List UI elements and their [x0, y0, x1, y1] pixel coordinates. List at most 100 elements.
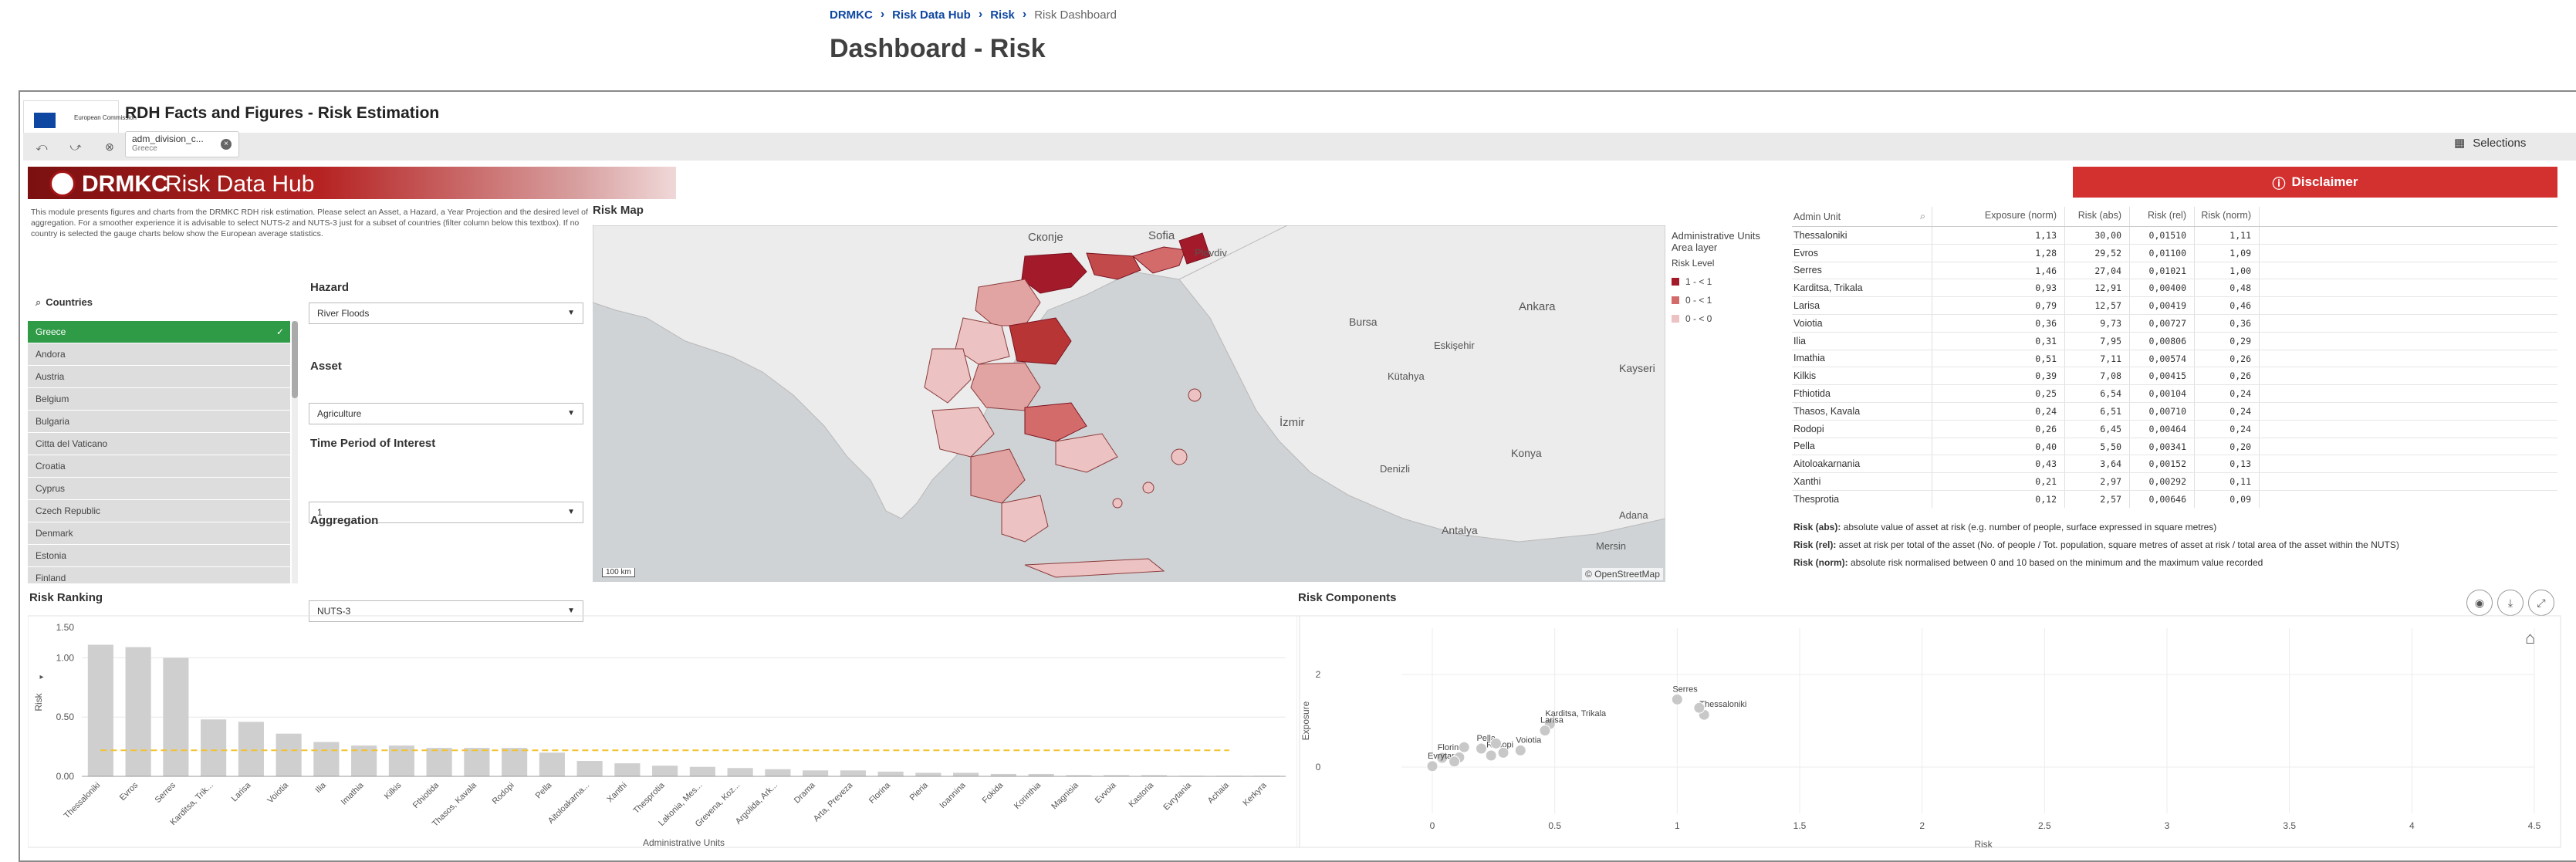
selection-chip[interactable]: adm_division_c... Greece — [125, 131, 239, 157]
table-cell: 0,00710 — [2130, 402, 2195, 420]
list-item[interactable]: Croatia — [28, 455, 290, 478]
breadcrumb-link-risk-data-hub[interactable]: Risk Data Hub — [892, 8, 971, 22]
table-row[interactable]: Rodopi 0,26 6,45 0,00464 0,24 — [1792, 420, 2557, 438]
y-axis-label: Risk — [33, 692, 44, 711]
breadcrumb-link-drmkc[interactable]: DRMKC — [830, 8, 873, 22]
hazard-select[interactable]: River Floods ▼ — [309, 303, 583, 324]
table-row[interactable]: Larisa 0,79 12,57 0,00419 0,46 — [1792, 297, 2557, 315]
list-item[interactable]: Finland — [28, 567, 290, 583]
smart-search-icon[interactable]: ⤺ — [35, 140, 48, 153]
countries-scrollbar[interactable] — [292, 321, 298, 583]
search-icon[interactable]: ⌕ — [1919, 211, 1925, 221]
map-label: Kayseri — [1619, 362, 1655, 374]
bar — [87, 644, 113, 776]
list-item[interactable]: Belgium — [28, 388, 290, 411]
bar — [502, 748, 528, 776]
home-icon[interactable]: ⌂ — [2525, 628, 2536, 647]
table-cell: 0,39 — [1932, 367, 2065, 385]
countries-filter-title[interactable]: ⌕ Countries — [35, 296, 93, 309]
map-label: Denizli — [1380, 463, 1410, 475]
disclaimer-button[interactable]: ⓘ Disclaimer — [2073, 167, 2557, 198]
scatter-point — [1436, 752, 1449, 764]
breadcrumb-current: Risk Dashboard — [1034, 8, 1117, 22]
caret-down-icon: ▼ — [567, 508, 575, 516]
table-header-exposure[interactable]: Exposure (norm) — [1932, 207, 2065, 226]
table-header-risk-norm[interactable]: Risk (norm) — [2195, 207, 2260, 226]
list-item[interactable]: Estonia — [28, 545, 290, 567]
list-item[interactable]: Citta del Vaticano — [28, 433, 290, 455]
table-row[interactable]: Thesprotia 0,12 2,57 0,00646 0,09 — [1792, 490, 2557, 508]
table-cell: 0,25 — [1932, 385, 2065, 402]
legend-item-label: 0 - < 1 — [1685, 295, 1712, 306]
table-header-risk-rel[interactable]: Risk (rel) — [2130, 207, 2195, 226]
asset-select[interactable]: Agriculture ▼ — [309, 403, 583, 424]
list-item[interactable]: Andora — [28, 343, 290, 366]
table-row[interactable]: Aitoloakarnania 0,43 3,64 0,00152 0,13 — [1792, 455, 2557, 474]
point-label: Florina — [1438, 743, 1465, 752]
hazard-label: Hazard — [310, 281, 350, 294]
scatter-point — [1475, 742, 1487, 755]
risk-components-chart[interactable]: 0 0.5 1 1.5 2 2.5 3 3.5 4 4.5 0 2 Exposure Risk Serres… — [1296, 605, 2562, 852]
note-risk-norm: Risk (norm): absolute risk normalised be… — [1793, 557, 2263, 568]
table-row[interactable]: Kilkis 0,39 7,08 0,00415 0,26 — [1792, 367, 2557, 386]
x-tick-label: Xanthi — [605, 781, 629, 805]
list-item[interactable]: Denmark — [28, 522, 290, 545]
table-header-risk-abs[interactable]: Risk (abs) — [2065, 207, 2130, 226]
country-label: Czech Republic — [35, 505, 101, 516]
clear-selections-icon[interactable]: ⊗ — [105, 140, 114, 153]
time-period-select[interactable]: 1 ▼ — [309, 502, 583, 523]
selections-button[interactable]: ▦ Selections — [2454, 136, 2526, 150]
table-cell: 27,04 — [2065, 262, 2130, 279]
table-row[interactable]: Thessaloniki 1,13 30,00 0,01510 1,11 — [1792, 227, 2557, 245]
table-cell: 7,11 — [2065, 350, 2130, 367]
risk-table[interactable]: Admin Unit ⌕ Exposure (norm) Risk (abs) R… — [1792, 207, 2557, 508]
table-body: Thessaloniki 1,13 30,00 0,01510 1,11 Evros 1,2… — [1792, 227, 2557, 508]
step-back-icon[interactable]: ⤻ — [69, 140, 82, 153]
map-attribution[interactable]: © OpenStreetMap — [1582, 568, 1663, 580]
x-tick-label: 1.5 — [1793, 820, 1807, 831]
list-item[interactable]: Czech Republic — [28, 500, 290, 522]
countries-scrollbar-thumb[interactable] — [292, 321, 298, 398]
download-icon[interactable]: ⤓ — [2497, 590, 2524, 616]
breadcrumb: DRMKC › Risk Data Hub › Risk › Risk Dash… — [830, 8, 1117, 22]
table-cell: 0,00464 — [2130, 420, 2195, 438]
risk-ranking-chart[interactable]: 0.00 0.50 1.00 1.50 Risk ▸ Thessaloniki Evros Se… — [27, 605, 1301, 852]
country-label: Austria — [35, 371, 65, 382]
bar — [1141, 775, 1167, 776]
table-cell: Thasos, Kavala — [1792, 402, 1932, 420]
legend-item-label: 0 - < 0 — [1685, 313, 1712, 324]
scatter-point — [1539, 725, 1551, 737]
breadcrumb-link-risk[interactable]: Risk — [990, 8, 1015, 22]
table-header-admin-unit[interactable]: Admin Unit ⌕ — [1792, 207, 1932, 226]
table-row[interactable]: Voiotia 0,36 9,73 0,00727 0,36 — [1792, 314, 2557, 333]
table-cell: 0,36 — [2195, 314, 2260, 332]
list-item[interactable]: Bulgaria — [28, 411, 290, 433]
scatter-point — [1426, 760, 1438, 772]
bar — [201, 719, 227, 776]
table-row[interactable]: Thasos, Kavala 0,24 6,51 0,00710 0,24 — [1792, 402, 2557, 421]
table-row[interactable]: Fthiotida 0,25 6,54 0,00104 0,24 — [1792, 385, 2557, 403]
table-row[interactable]: Pella 0,40 5,50 0,00341 0,20 — [1792, 438, 2557, 456]
table-cell: 1,09 — [2195, 244, 2260, 262]
table-cell: 0,09 — [2195, 490, 2260, 508]
table-row[interactable]: Evros 1,28 29,52 0,01100 1,09 — [1792, 244, 2557, 262]
risk-map[interactable]: Скопje Sofia Plovdiv Ankara İzmir Bursa … — [593, 225, 1665, 582]
table-row[interactable]: Ilia 0,31 7,95 0,00806 0,29 — [1792, 332, 2557, 350]
table-cell: Evros — [1792, 244, 1932, 262]
table-row[interactable]: Karditsa, Trikala 0,93 12,91 0,00400 0,48 — [1792, 279, 2557, 298]
close-icon[interactable]: × — [221, 139, 232, 150]
aggregation-select[interactable]: NUTS-3 ▼ — [309, 600, 583, 622]
table-cell: Serres — [1792, 262, 1932, 279]
table-row[interactable]: Xanthi 0,21 2,97 0,00292 0,11 — [1792, 473, 2557, 491]
list-item[interactable]: Austria — [28, 366, 290, 388]
expand-icon[interactable]: ⤢ — [2528, 590, 2554, 616]
selection-toolbar — [23, 133, 2576, 161]
point-label: Voiotia — [1516, 735, 1542, 745]
countries-list[interactable]: Greece ✓ Andora Austria Belgium Bulgaria Citta… — [28, 321, 290, 583]
risk-ranking-canvas: 0.00 0.50 1.00 1.50 Risk ▸ Thessaloniki Evros Se… — [27, 615, 1300, 848]
table-row[interactable]: Imathia 0,51 7,11 0,00574 0,26 — [1792, 350, 2557, 368]
list-item[interactable]: Greece ✓ — [28, 321, 290, 343]
table-row[interactable]: Serres 1,46 27,04 0,01021 1,00 — [1792, 262, 2557, 280]
list-item[interactable]: Cyprus — [28, 478, 290, 500]
asset-label: Asset — [310, 360, 342, 373]
